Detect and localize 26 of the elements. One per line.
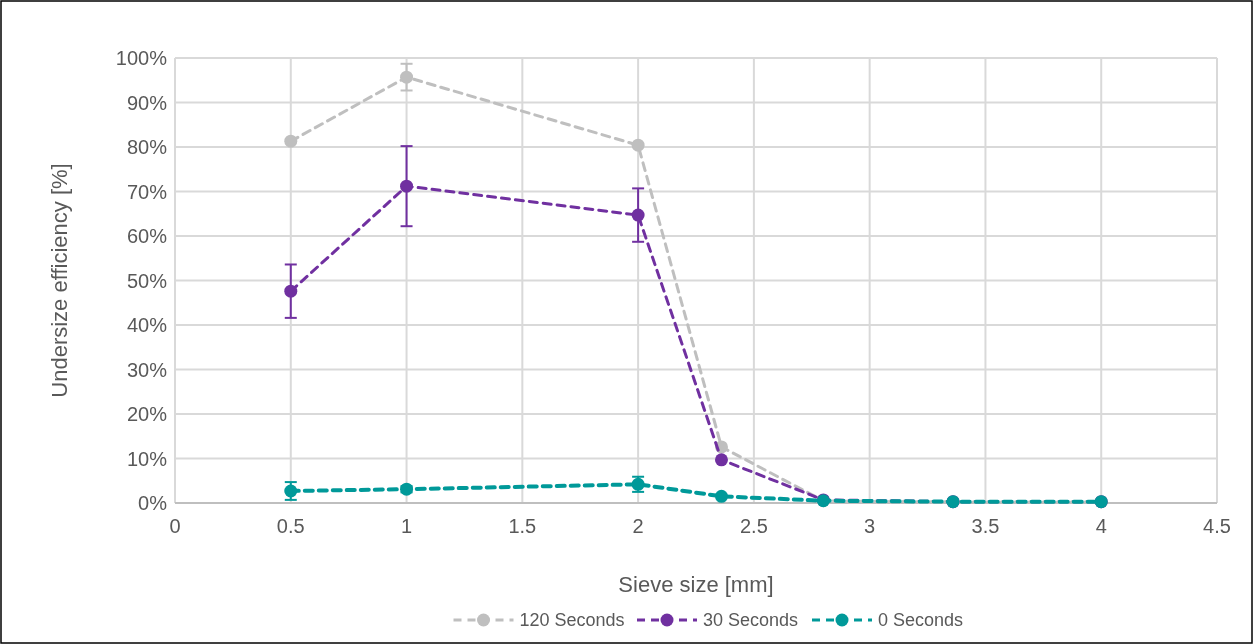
- x-tick-label: 2.5: [739, 515, 768, 537]
- y-tick-label: 100%: [115, 47, 168, 69]
- x-tick-label: 1.5: [508, 515, 537, 537]
- legend-label: 120 Seconds: [519, 610, 625, 630]
- y-tick-label: 90%: [126, 91, 168, 114]
- x-tick-label: 0: [169, 515, 181, 537]
- y-tick-label: 50%: [126, 269, 168, 292]
- x-tick-label: 3: [864, 515, 876, 537]
- y-axis-title: Undersize efficiency [%]: [47, 163, 72, 398]
- y-tick-label: 10%: [126, 447, 168, 470]
- x-axis-title: Sieve size [mm]: [618, 572, 774, 597]
- x-tick-label: 2: [632, 515, 644, 537]
- y-tick-label: 20%: [126, 403, 168, 425]
- x-tick-label: 4: [1095, 515, 1107, 537]
- y-tick-label: 70%: [126, 180, 168, 203]
- legend-label: 30 Seconds: [703, 610, 799, 630]
- legend-label: 0 Seconds: [878, 610, 964, 630]
- y-tick-label: 0%: [138, 492, 168, 514]
- y-tick-label: 30%: [126, 358, 168, 381]
- y-tick-label: 60%: [126, 225, 168, 247]
- x-tick-label: 1: [400, 515, 413, 537]
- x-tick-label: 0.5: [276, 515, 305, 537]
- y-tick-label: 80%: [126, 136, 168, 158]
- y-tick-label: 40%: [126, 314, 168, 336]
- x-tick-label: 4.5: [1203, 515, 1231, 537]
- x-tick-label: 3.5: [971, 515, 1000, 537]
